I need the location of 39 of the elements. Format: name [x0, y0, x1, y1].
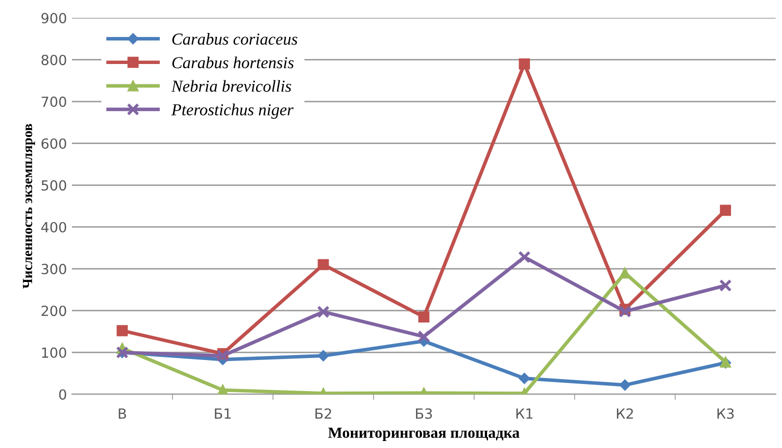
x-tick-label: К3: [717, 408, 734, 419]
point: [418, 330, 430, 343]
legend-label: Pterostichus niger: [171, 104, 294, 119]
legend-label: Carabus hortensis: [172, 56, 294, 68]
x-tick-label: В: [118, 408, 126, 419]
x-tick-label: К2: [616, 408, 633, 419]
y-tick-label: 500: [42, 180, 66, 191]
point: [619, 267, 630, 279]
point: [216, 350, 230, 362]
y-tick-label: 600: [42, 138, 66, 149]
y-tick-label: 700: [42, 96, 66, 108]
y-axis-title: Численность экземпляров: [22, 124, 36, 289]
y-tick-label: 200: [42, 306, 66, 316]
y-tick-label: 400: [41, 222, 66, 232]
y-tick-label: 300: [42, 264, 66, 274]
point: [318, 350, 329, 362]
point: [518, 372, 530, 384]
point: [720, 204, 732, 216]
y-tick-label: 0: [59, 389, 66, 400]
y-tick-label: 900: [41, 12, 66, 24]
point: [719, 279, 732, 292]
point: [116, 325, 128, 336]
point: [317, 306, 330, 318]
legend-label: Carabus coriaceus: [172, 33, 298, 45]
x-tick-label: К1: [516, 408, 532, 419]
point: [619, 379, 631, 391]
point: [418, 311, 430, 322]
x-axis-title: Мониторинговая площадка: [328, 428, 520, 441]
x-tick-label: Б1: [214, 408, 231, 419]
legend-label: Nebria brevicollis: [171, 80, 292, 92]
y-tick-label: 100: [42, 347, 66, 358]
point: [217, 384, 228, 394]
point: [518, 58, 530, 70]
point: [618, 305, 632, 318]
x-tick-label: Б3: [416, 408, 432, 419]
y-tick-label: 800: [42, 54, 66, 66]
point: [518, 250, 531, 264]
x-tick-label: Б2: [315, 408, 332, 419]
point: [318, 259, 329, 270]
